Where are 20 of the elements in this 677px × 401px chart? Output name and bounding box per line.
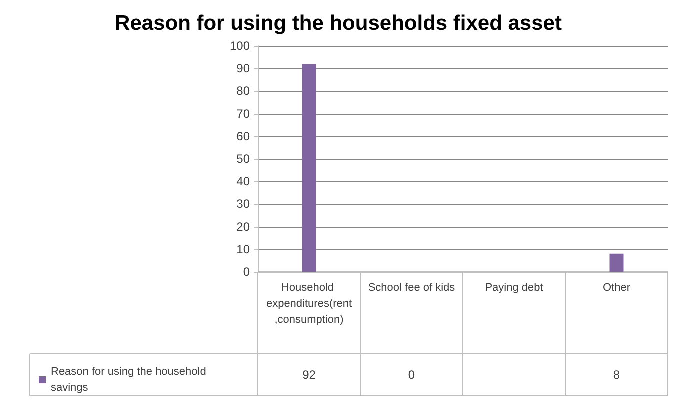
y-tick-label: 20	[236, 220, 250, 234]
x-tick-label: School fee of kids	[368, 282, 456, 294]
y-tick-label: 50	[236, 152, 250, 166]
data-label: 0	[408, 368, 416, 382]
x-tick-label: Household expenditures(rent,consumption)	[266, 282, 352, 326]
x-tick-label: Paying debt	[485, 282, 544, 294]
y-tick-label: 30	[236, 197, 250, 212]
y-tick-label: 90	[236, 62, 250, 76]
data-label: 8	[613, 368, 620, 382]
y-tick-label: 40	[236, 174, 250, 189]
data-label: 92	[302, 368, 316, 382]
chart-title: Reason for using the households fixed asset	[115, 12, 562, 35]
y-tick-label: 60	[236, 129, 250, 144]
y-tick-label: 0	[243, 265, 250, 279]
legend-label: Reason for using the household savings	[51, 366, 210, 394]
x-tick-label: Other	[602, 282, 631, 294]
y-tick-label: 80	[236, 84, 250, 98]
y-tick-label: 70	[236, 106, 250, 121]
y-tick-label: 10	[236, 242, 250, 256]
y-tick-label: 100	[230, 39, 250, 53]
